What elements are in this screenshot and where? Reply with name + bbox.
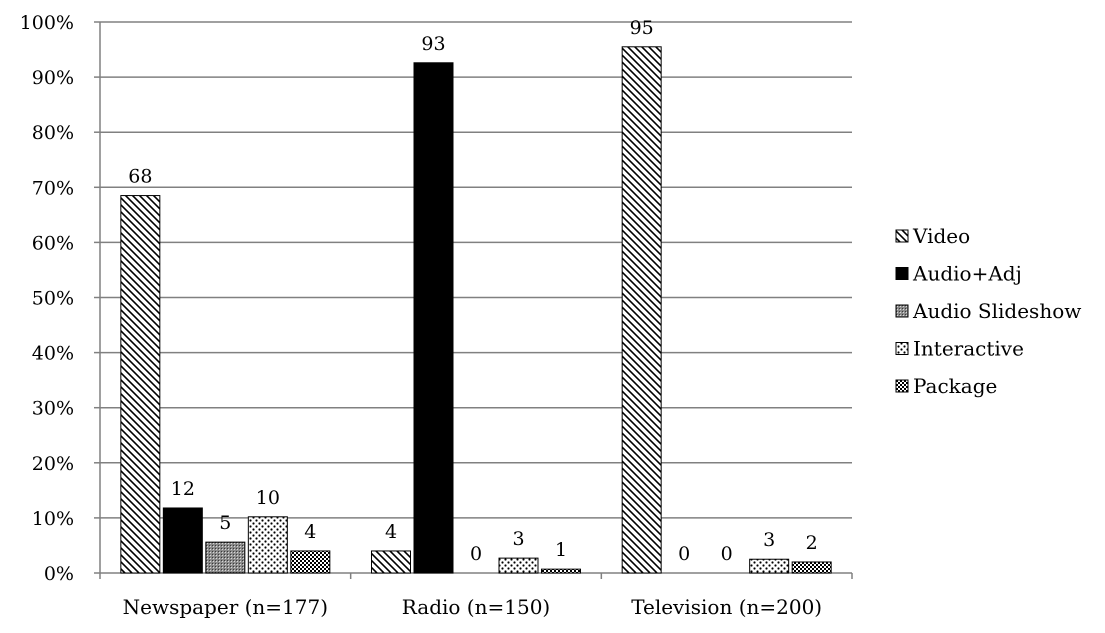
- data-label: 3: [763, 529, 775, 551]
- bar-interactive: [749, 558, 790, 574]
- bar-video: [120, 195, 161, 574]
- data-label: 3: [512, 528, 524, 550]
- data-label: 4: [385, 521, 397, 543]
- bar-video: [371, 550, 411, 574]
- legend-swatch: [895, 304, 909, 318]
- y-tick-label: 80%: [32, 122, 74, 144]
- y-tick-label: 40%: [32, 343, 74, 365]
- bar-audio-adj: [162, 507, 203, 574]
- y-tick-label: 90%: [32, 67, 74, 89]
- bars: [120, 46, 832, 574]
- data-label: 2: [806, 532, 818, 554]
- legend-label: Interactive: [913, 337, 1024, 361]
- y-tick-label: 100%: [20, 12, 74, 34]
- y-tick-label: 60%: [32, 232, 74, 254]
- legend-swatch: [895, 229, 909, 243]
- axes: 0% 10% 20% 30% 40% 50% 60% 70% 80% 90% 100% Newspap…: [20, 12, 853, 619]
- legend-label: Package: [913, 374, 997, 398]
- data-label: 12: [171, 478, 195, 500]
- x-category-label: Radio (n=150): [402, 595, 550, 619]
- data-label: 93: [421, 33, 445, 55]
- data-label: 0: [678, 543, 690, 565]
- bar-interactive: [498, 557, 539, 574]
- y-tick-label: 20%: [32, 453, 74, 475]
- legend-label: Audio Slideshow: [912, 299, 1081, 323]
- bar-package: [541, 568, 581, 574]
- legend-label: Audio+Adj: [912, 262, 1022, 286]
- bar-audio-adj: [413, 62, 454, 574]
- y-tick-label: 0%: [44, 563, 74, 585]
- bar-audio-slideshow: [205, 541, 246, 574]
- bar-interactive: [247, 516, 288, 574]
- data-label: 0: [470, 543, 482, 565]
- bar-video: [621, 46, 662, 574]
- legend: Video Audio+Adj Audio Slideshow Interactive…: [895, 224, 1081, 398]
- legend-swatch: [895, 379, 909, 393]
- data-label: 68: [128, 166, 152, 188]
- legend-label: Video: [912, 224, 970, 248]
- x-category-label: Television (n=200): [631, 595, 822, 619]
- y-tick-label: 10%: [32, 508, 74, 530]
- x-category-label: Newspaper (n=177): [123, 595, 328, 619]
- y-tick-label: 50%: [32, 288, 74, 310]
- data-label: 4: [304, 521, 316, 543]
- legend-swatch: [895, 267, 909, 280]
- bar-package: [290, 550, 331, 574]
- data-label: 1: [555, 539, 567, 561]
- data-label: 5: [219, 512, 231, 534]
- bar-package: [791, 561, 832, 574]
- data-label: 10: [256, 487, 280, 509]
- data-label: 95: [630, 17, 654, 39]
- data-label: 0: [721, 543, 733, 565]
- y-tick-label: 70%: [32, 177, 74, 199]
- legend-swatch: [895, 342, 909, 355]
- y-tick-label: 30%: [32, 398, 74, 420]
- gridlines: [100, 21, 852, 519]
